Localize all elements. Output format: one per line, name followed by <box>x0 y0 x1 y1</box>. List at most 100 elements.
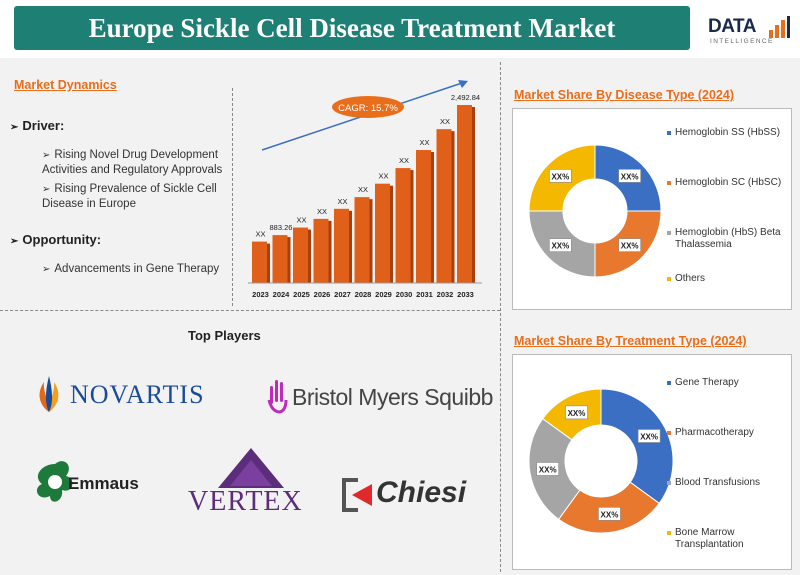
legend-swatch <box>667 181 671 185</box>
slice-label-box <box>549 169 572 183</box>
bar <box>354 197 370 283</box>
market-size-bar-chart: XX 2023 883.26 2024 XX 2025 XX 2026 XX 2027 XX 2028… <box>248 80 482 299</box>
slice-label-box <box>565 405 588 420</box>
top-players-title: Top Players <box>188 328 261 343</box>
emmaus-logo: Emmaus <box>30 456 160 512</box>
disease-type-chart-title: Market Share By Disease Type (2024) <box>514 88 735 102</box>
bar-value-label: XX <box>440 117 450 126</box>
slice-value-label: XX% <box>539 465 557 474</box>
bar-value-label: XX <box>378 172 388 181</box>
x-tick-label: 2025 <box>293 290 310 299</box>
chiesi-name: Chiesi <box>376 476 467 509</box>
bar-shade <box>328 220 332 283</box>
legend-swatch <box>667 481 671 485</box>
slice-value-label: XX% <box>551 172 569 181</box>
legend-item: Blood Transfusions <box>667 477 787 489</box>
slice-value-label: XX% <box>621 242 639 251</box>
slice-label-box <box>618 238 641 252</box>
slice-label-box <box>637 429 661 443</box>
bar-chart-icon <box>769 16 790 38</box>
bar-shade <box>472 107 475 283</box>
bar <box>436 129 452 283</box>
legend-item: Others <box>667 273 787 285</box>
opportunity-item: ➢ Advancements in Gene Therapy <box>42 263 220 275</box>
bar <box>272 235 288 283</box>
novartis-flame-icon <box>39 376 59 412</box>
x-tick-label: 2026 <box>314 290 331 299</box>
slice-label-box <box>549 238 572 252</box>
bar-value-label: XX <box>419 138 429 147</box>
bar-value-label: XX <box>358 185 368 194</box>
header: Europe Sickle Cell Disease Treatment Mar… <box>0 0 800 58</box>
vertex-triangle-icon <box>218 448 284 488</box>
emmaus-name: Emmaus <box>68 474 139 493</box>
x-tick-label: 2030 <box>396 290 413 299</box>
bms-hand-icon <box>267 380 288 414</box>
emmaus-leaf-icon <box>36 461 73 502</box>
bar <box>416 150 431 283</box>
bms-name: Bristol Myers Squibb <box>292 384 493 410</box>
x-tick-label: 2032 <box>437 290 454 299</box>
cagr-callout: CAGR: 15.7% <box>332 96 404 118</box>
bar <box>252 241 267 283</box>
divider <box>500 62 501 572</box>
page-title: Europe Sickle Cell Disease Treatment Mar… <box>88 13 616 43</box>
bar <box>293 227 308 283</box>
bar-shade <box>451 131 455 283</box>
donut-slice <box>600 388 673 505</box>
slice-value-label: XX% <box>621 172 639 181</box>
bar-value-label: XX <box>399 156 409 165</box>
slice-label-box <box>598 507 621 521</box>
legend-label: Hemoglobin SS (HbSS) <box>675 127 781 138</box>
legend-label: Gene Therapy <box>675 377 739 388</box>
legend-label: Bone Marrow Transplantation <box>675 527 744 550</box>
legend-item: Hemoglobin (HbS) Beta Thalassemia <box>667 227 787 251</box>
x-tick-label: 2031 <box>416 290 433 299</box>
slice-value-label: XX% <box>551 242 569 251</box>
legend-label: Others <box>675 273 706 284</box>
vertex-name: VERTEX <box>188 486 303 517</box>
market-dynamics-title: Market Dynamics <box>14 78 117 92</box>
disease-type-chart-panel: XX% XX% XX% XX% Hemoglobin SS (HbSS) Hemoglo… <box>512 108 792 310</box>
legend-item: Hemoglobin SC (HbSC) <box>667 177 787 189</box>
bar-value-label: 2,492.84 <box>451 93 480 102</box>
cagr-label: CAGR: 15.7% <box>338 103 398 114</box>
chiesi-logo: Chiesi <box>340 476 480 520</box>
bar-value-label: 883.26 <box>270 223 293 232</box>
bar-shade <box>410 170 414 283</box>
legend-item: Bone Marrow Transplantation <box>667 527 787 551</box>
legend-label: Hemoglobin SC (HbSC) <box>675 177 782 188</box>
brand-name: DATA <box>708 16 756 37</box>
opportunity-heading: ➢ Opportunity: <box>10 232 102 247</box>
bar <box>375 183 390 283</box>
brand-subtitle: INTELLIGENCE <box>710 38 774 45</box>
divider <box>232 88 233 306</box>
bar-shade <box>308 229 311 283</box>
chiesi-mark-icon <box>342 478 372 512</box>
bar <box>395 168 411 283</box>
title-banner: Europe Sickle Cell Disease Treatment Mar… <box>14 6 690 50</box>
bar-value-label: XX <box>296 216 306 225</box>
x-tick-label: 2028 <box>355 290 372 299</box>
bar-shade <box>287 237 291 283</box>
cagr-bubble <box>332 96 404 118</box>
legend-item: Hemoglobin SS (HbSS) <box>667 127 787 139</box>
bar-shade <box>390 185 393 283</box>
cagr-trend-arrowhead <box>458 80 468 88</box>
legend-swatch <box>667 381 671 385</box>
x-tick-label: 2023 <box>252 290 269 299</box>
treatment-type-chart-title: Market Share By Treatment Type (2024) <box>514 334 747 348</box>
slice-label-box <box>536 462 559 476</box>
x-tick-label: 2027 <box>334 290 351 299</box>
legend-swatch <box>667 131 671 135</box>
slice-value-label: XX% <box>568 409 586 418</box>
driver-item: ➢ Rising Prevalence of Sickle Cell Diseas… <box>42 183 217 210</box>
bar-shade <box>349 210 352 283</box>
slice-value-label: XX% <box>640 432 658 441</box>
legend-label: Blood Transfusions <box>675 477 761 488</box>
bar-value-label: XX <box>317 207 327 216</box>
disease-type-donut-chart: XX% XX% XX% XX% <box>528 144 662 278</box>
x-tick-label: 2033 <box>457 290 474 299</box>
slice-label-box <box>618 169 641 183</box>
